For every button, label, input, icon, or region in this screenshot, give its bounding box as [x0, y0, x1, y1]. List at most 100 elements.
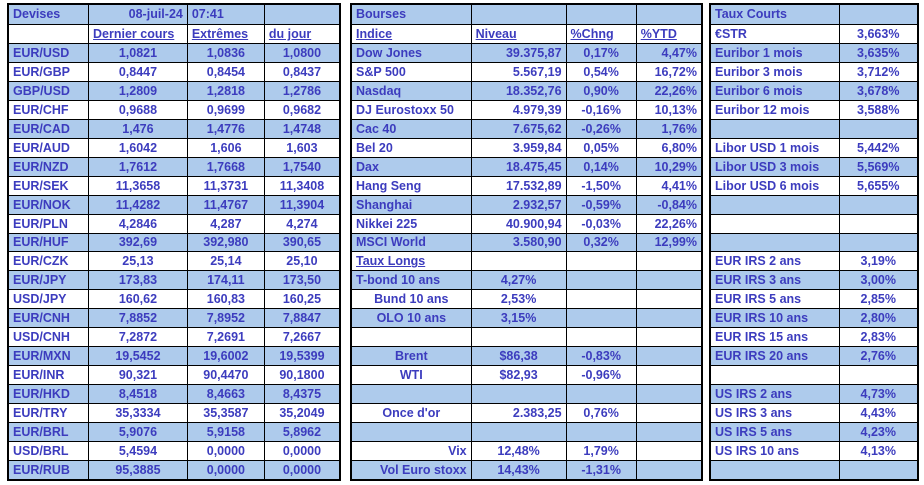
chng-value: 0,90%	[565, 81, 636, 100]
dernier-cours-value: 35,3334	[88, 404, 187, 423]
currency-row: EUR/NZD 1,7612 1,7668 1,7540	[9, 156, 339, 176]
dernier-cours-value: 11,4282	[88, 195, 187, 214]
dernier-cours-value: 0,9688	[88, 100, 187, 119]
currency-row: USD/JPY 160,62 160,83 160,25	[9, 289, 339, 309]
ytd-value	[635, 271, 701, 290]
niveau-value: $82,93	[470, 366, 566, 385]
chng-value: -0,16%	[565, 100, 636, 119]
report-date: 08-juil-24	[88, 5, 187, 24]
rate-value: 4,73%	[838, 385, 917, 404]
dernier-cours-value: 5,4594	[88, 442, 187, 461]
bourses-row: MSCI World 3.580,90 0,32% 12,99%	[352, 232, 701, 252]
indice-label: Vix	[448, 444, 467, 459]
du-jour-value: 35,2049	[263, 404, 339, 423]
rate-value: 2,76%	[838, 347, 917, 366]
extreme-value: 174,11	[186, 271, 264, 290]
extreme-value: 25,14	[186, 252, 264, 271]
indice-label: Hang Seng	[356, 178, 422, 193]
niveau-value	[470, 385, 566, 404]
niveau-value: 39.375,87	[470, 43, 566, 62]
extreme-value: 160,83	[186, 290, 264, 309]
ytd-value	[635, 290, 701, 309]
dernier-cours-value: 25,13	[88, 252, 187, 271]
empty-cell	[9, 25, 88, 43]
niveau-value: 2.383,25	[470, 404, 566, 423]
rate-row: US IRS 2 ans 4,73%	[711, 384, 917, 404]
chng-value	[565, 328, 636, 347]
currency-row: EUR/HUF 392,69 392,980 390,65	[9, 232, 339, 252]
dernier-cours-value: 1,6042	[88, 138, 187, 157]
ytd-value	[635, 385, 701, 404]
chng-value	[565, 252, 636, 271]
currency-row: EUR/AUD 1,6042 1,606 1,603	[9, 137, 339, 157]
rate-value: 4,43%	[838, 404, 917, 423]
bourses-row: Once d'or 2.383,25 0,76%	[352, 403, 701, 423]
niveau-value	[470, 328, 566, 347]
taux-courts-title-row: Taux Courts	[711, 5, 917, 24]
indice-label: Shanghai	[356, 197, 413, 212]
bourses-row: Dax 18.475,45 0,14% 10,29%	[352, 156, 701, 176]
ytd-value	[635, 366, 701, 385]
niveau-value: 17.532,89	[470, 176, 566, 195]
devises-title: Devises	[13, 7, 61, 22]
rate-value: 3,712%	[838, 62, 917, 81]
currency-pair: USD/BRL	[13, 444, 69, 459]
currency-pair: EUR/NOK	[13, 197, 71, 212]
currency-pair: EUR/BRL	[13, 425, 69, 440]
extreme-value: 11,4767	[186, 195, 264, 214]
rate-label: EUR IRS 20 ans	[715, 349, 809, 364]
rate-row: €STR 3,663%	[711, 23, 917, 43]
bourses-row: DJ Eurostoxx 50 4.979,39 -0,16% 10,13%	[352, 99, 701, 119]
du-jour-value: 25,10	[263, 252, 339, 271]
rate-value	[838, 119, 917, 138]
niveau-value: 40.900,94	[470, 214, 566, 233]
bourses-row: Hang Seng 17.532,89 -1,50% 4,41%	[352, 175, 701, 195]
indice-label: Dow Jones	[356, 45, 422, 60]
ytd-value: 4,41%	[635, 176, 701, 195]
indice-label: DJ Eurostoxx 50	[356, 102, 454, 117]
rate-row: US IRS 10 ans 4,13%	[711, 441, 917, 461]
empty-cell	[565, 5, 636, 24]
du-jour-value: 0,8437	[263, 62, 339, 81]
currency-row: EUR/MXN 19,5452 19,6002 19,5399	[9, 346, 339, 366]
dernier-cours-value: 1,2809	[88, 81, 187, 100]
bourses-row: Vix 12,48% 1,79%	[352, 441, 701, 461]
bourses-row: Shanghai 2.932,57 -0,59% -0,84%	[352, 194, 701, 214]
du-jour-value: 7,8847	[263, 309, 339, 328]
niveau-value: 5.567,19	[470, 62, 566, 81]
chng-value: 0,05%	[565, 138, 636, 157]
extreme-value: 0,0000	[186, 461, 264, 479]
niveau-value: 7.675,62	[470, 119, 566, 138]
rate-row: EUR IRS 3 ans 3,00%	[711, 270, 917, 290]
extreme-value: 0,8454	[186, 62, 264, 81]
du-jour-value: 7,2667	[263, 328, 339, 347]
currency-row: EUR/CNH 7,8852 7,8952 7,8847	[9, 308, 339, 328]
dernier-cours-value: 5,9076	[88, 423, 187, 442]
rate-row	[711, 213, 917, 233]
du-jour-value: 1,2786	[263, 81, 339, 100]
bourses-row	[352, 327, 701, 347]
rate-row	[711, 118, 917, 138]
bourses-row	[352, 384, 701, 404]
rate-label: Libor USD 1 mois	[715, 140, 820, 155]
empty-cell	[263, 5, 339, 24]
ytd-value	[635, 252, 701, 271]
dernier-cours-value: 7,8852	[88, 309, 187, 328]
dernier-cours-value: 392,69	[88, 233, 187, 252]
du-jour-value: 11,3904	[263, 195, 339, 214]
du-jour-value: 11,3408	[263, 176, 339, 195]
dernier-cours-value: 19,5452	[88, 347, 187, 366]
currency-pair: EUR/CZK	[13, 254, 69, 269]
ytd-value	[635, 461, 701, 479]
rate-label: Libor USD 6 mois	[715, 178, 820, 193]
devises-section: Devises 08-juil-24 07:41 Dernier cours E…	[7, 3, 341, 481]
bourses-row: Cac 40 7.675,62 -0,26% 1,76%	[352, 118, 701, 138]
rate-row: EUR IRS 2 ans 3,19%	[711, 251, 917, 271]
currency-pair: EUR/JPY	[13, 273, 67, 288]
ytd-value: 10,29%	[635, 157, 701, 176]
ytd-value: 4,47%	[635, 43, 701, 62]
rate-row: EUR IRS 15 ans 2,83%	[711, 327, 917, 347]
indice-label: Taux Longs	[356, 254, 426, 269]
indice-label: OLO 10 ans	[376, 311, 447, 326]
indice-label: Brent	[394, 349, 428, 364]
